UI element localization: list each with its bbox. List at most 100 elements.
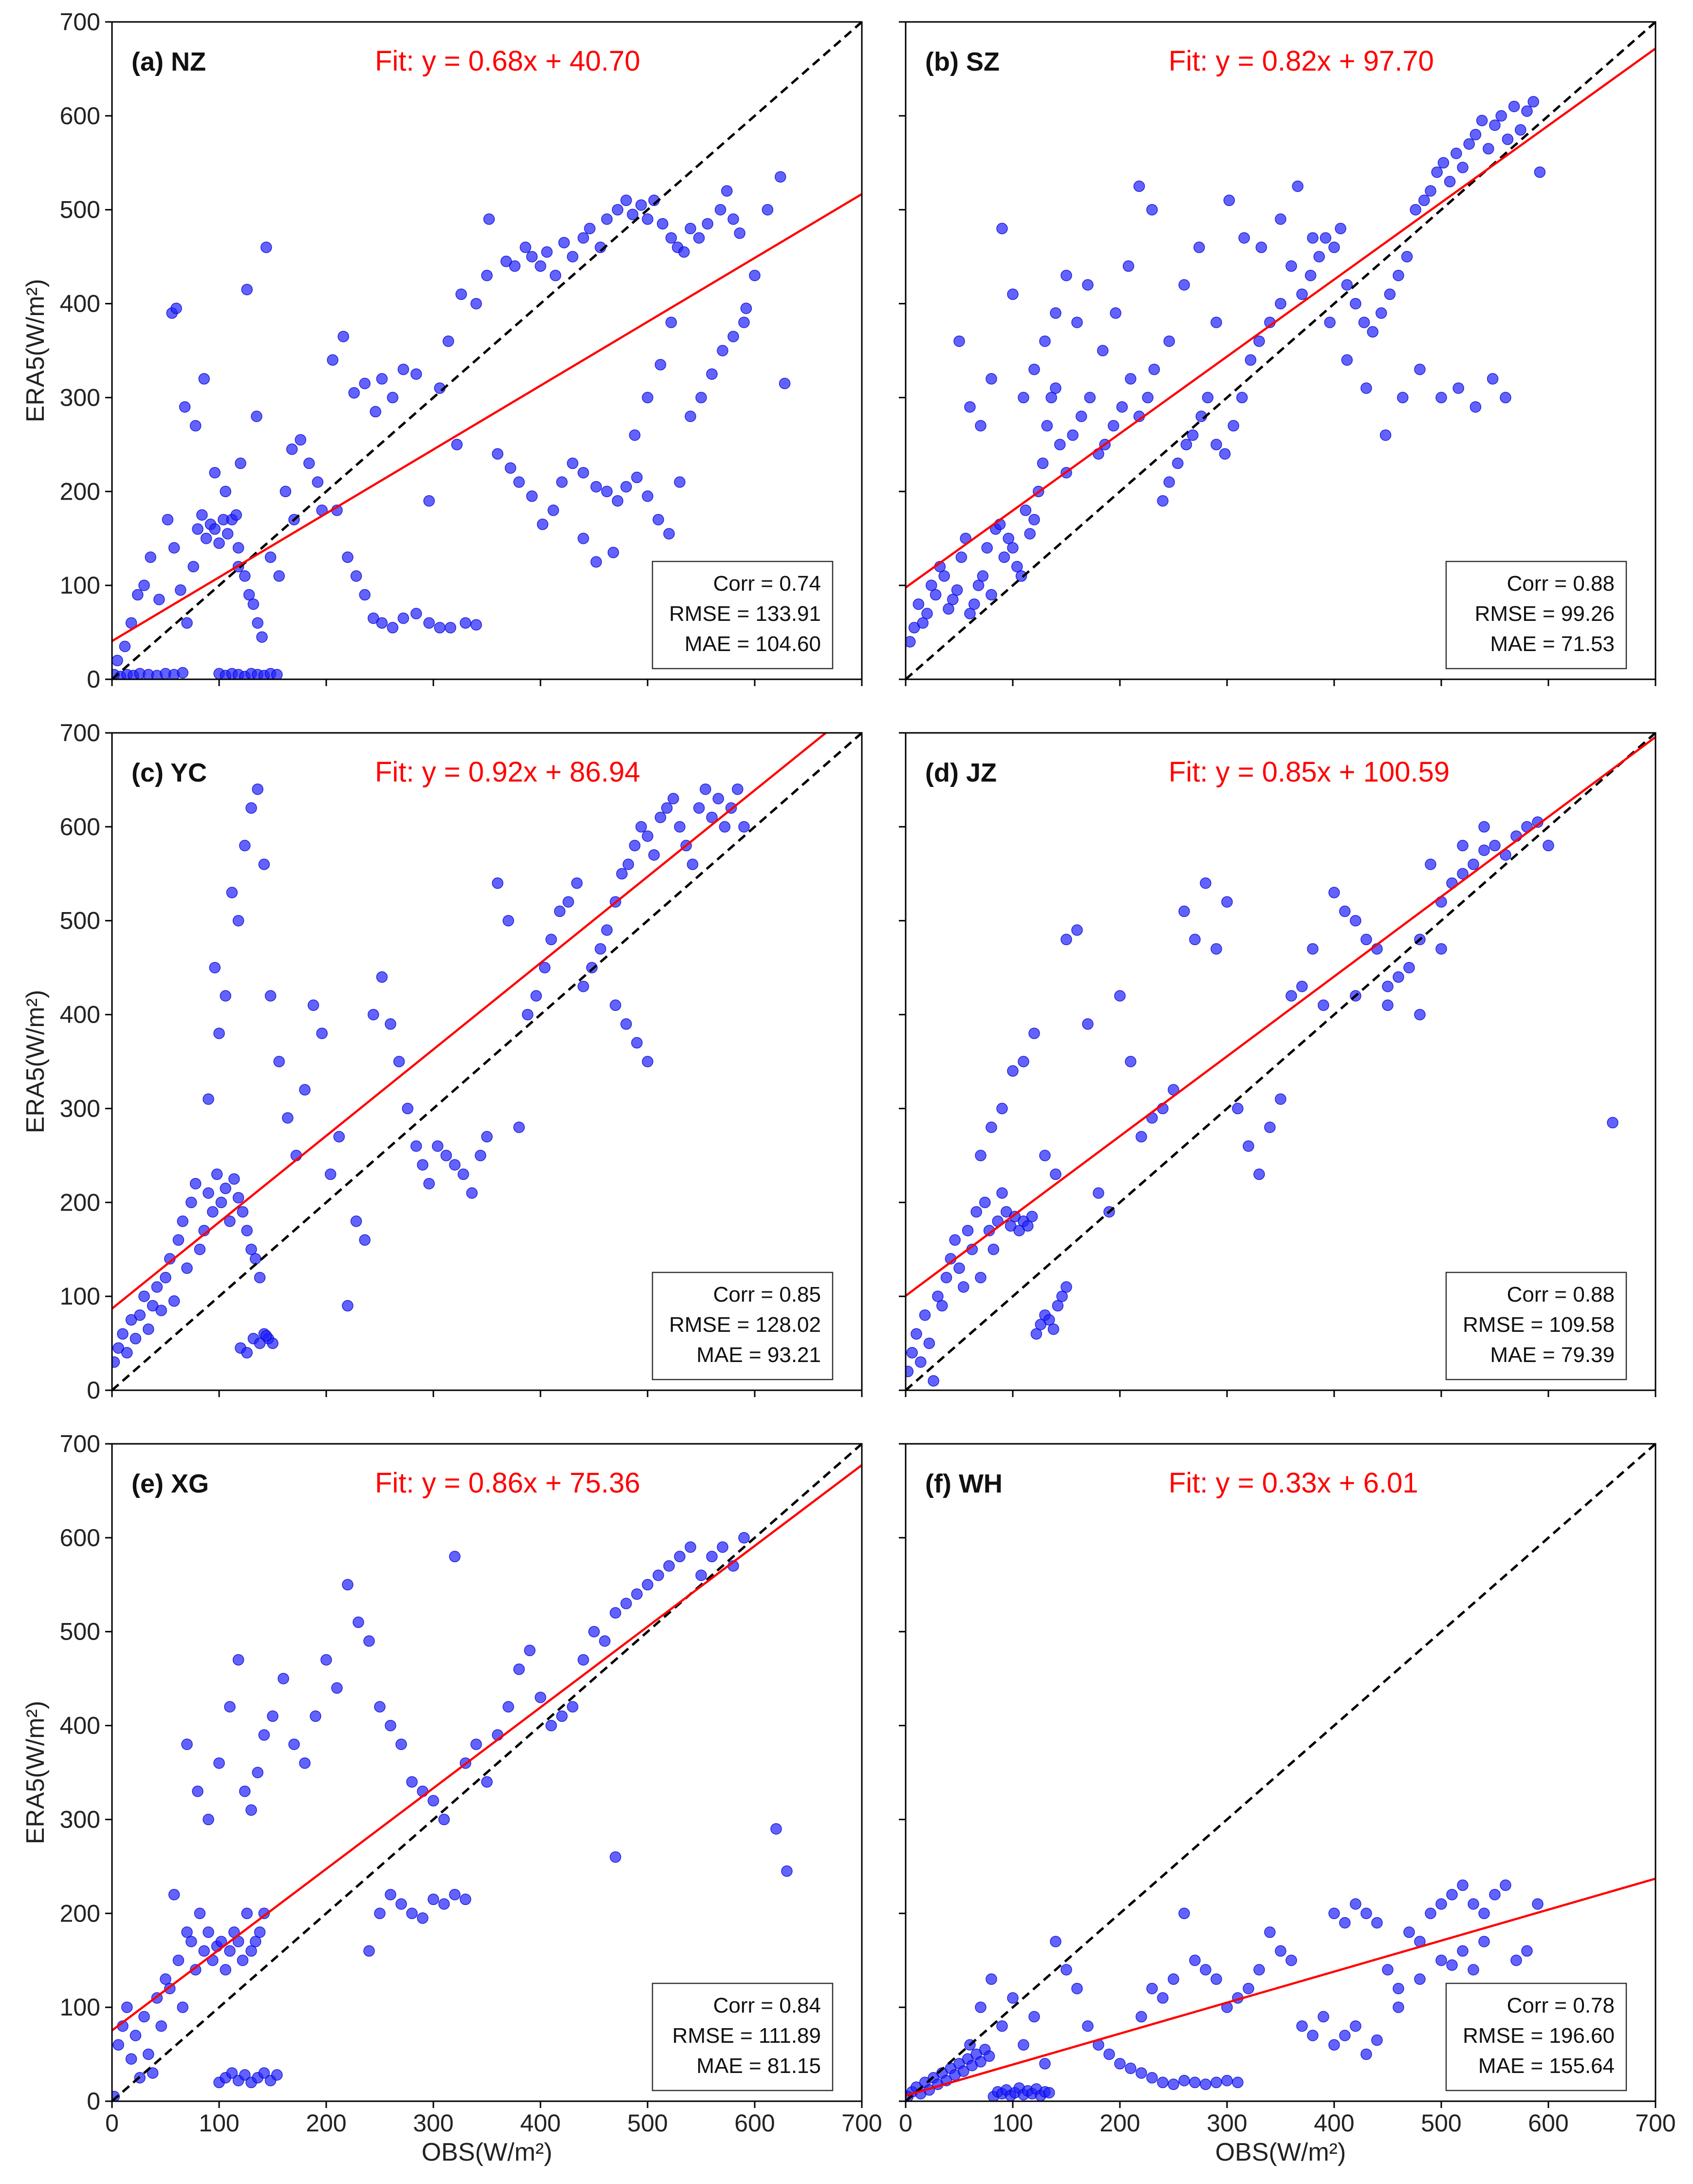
- data-point: [258, 2067, 270, 2079]
- data-point: [770, 1823, 782, 1835]
- data-point: [627, 208, 638, 221]
- data-point: [1232, 1102, 1244, 1115]
- data-point: [1468, 1898, 1479, 1910]
- data-point: [374, 1701, 386, 1713]
- data-point: [273, 1056, 285, 1067]
- data-point: [663, 1560, 675, 1572]
- data-point: [1296, 980, 1308, 992]
- points-group: [906, 96, 1546, 648]
- data-point: [567, 1701, 578, 1713]
- y-tick-label: 200: [60, 478, 100, 505]
- data-point: [530, 990, 542, 1002]
- data-point: [1285, 990, 1297, 1002]
- data-point: [423, 617, 435, 629]
- x-tick-label: 100: [992, 2109, 1033, 2137]
- data-point: [417, 1912, 428, 1924]
- data-point: [213, 537, 225, 549]
- data-point: [241, 1907, 253, 1920]
- data-point: [1093, 1187, 1104, 1199]
- data-point: [674, 476, 686, 488]
- data-point: [1478, 1936, 1490, 1947]
- data-point: [657, 218, 669, 230]
- data-point: [423, 495, 435, 507]
- data-point: [938, 570, 950, 582]
- data-point: [1382, 980, 1394, 992]
- data-point: [1039, 1150, 1051, 1161]
- data-point: [734, 227, 745, 239]
- data-point: [642, 392, 653, 404]
- data-point: [1082, 1018, 1094, 1030]
- data-point: [1071, 1982, 1083, 1995]
- data-point: [986, 589, 997, 601]
- data-point: [130, 1333, 142, 1344]
- data-point: [466, 1187, 478, 1199]
- data-point: [1084, 392, 1096, 404]
- data-point: [264, 551, 277, 563]
- data-point: [1500, 392, 1511, 404]
- data-point: [1172, 457, 1184, 469]
- data-point: [235, 457, 246, 469]
- data-point: [245, 1804, 257, 1816]
- x-axis-label: OBS(W/m²): [422, 2138, 553, 2166]
- data-point: [601, 213, 613, 225]
- data-point: [926, 579, 937, 591]
- data-point: [406, 1776, 418, 1788]
- data-point: [1328, 242, 1340, 253]
- data-point: [1285, 1954, 1297, 1966]
- data-point: [1028, 363, 1040, 375]
- data-point: [962, 1225, 974, 1236]
- data-point: [1500, 1879, 1511, 1891]
- data-point: [228, 1173, 240, 1185]
- data-point: [706, 368, 718, 380]
- y-tick-label: 600: [60, 1524, 100, 1551]
- points-group: [906, 816, 1619, 1387]
- data-point: [252, 783, 263, 795]
- data-point: [1052, 1300, 1064, 1312]
- data-point: [738, 317, 750, 328]
- x-tick-label: 600: [1528, 2109, 1568, 2137]
- data-point: [1238, 232, 1250, 244]
- data-point: [1393, 971, 1404, 983]
- data-point: [981, 542, 993, 554]
- data-point: [1037, 457, 1049, 469]
- data-point: [209, 962, 221, 973]
- data-point: [1452, 382, 1464, 394]
- data-point: [1018, 392, 1029, 404]
- data-point: [138, 579, 150, 591]
- stats-box: [651, 1982, 834, 2091]
- data-point: [151, 1281, 163, 1293]
- y-axis-label: ERA5(W/m²): [21, 279, 50, 423]
- data-point: [428, 1893, 439, 1905]
- data-point: [562, 896, 574, 908]
- points-group: [112, 783, 750, 1368]
- x-tick-label: 600: [734, 2109, 775, 2137]
- data-point: [1457, 868, 1469, 880]
- data-point: [470, 298, 482, 310]
- data-point: [181, 617, 193, 629]
- data-point: [577, 1654, 589, 1666]
- x-tick-label: 200: [306, 2109, 346, 2137]
- data-point: [1043, 1314, 1055, 1326]
- data-point: [1275, 1945, 1286, 1957]
- fit-line: [906, 1877, 1656, 2097]
- data-point: [1403, 1926, 1415, 1938]
- points-group: [112, 1532, 793, 2101]
- data-point: [1133, 180, 1145, 192]
- x-tick-label: 300: [413, 2109, 453, 2137]
- data-point: [588, 1625, 600, 1638]
- data-point: [727, 331, 739, 342]
- data-point: [370, 406, 381, 418]
- data-point: [130, 2030, 142, 2041]
- data-point: [781, 1865, 793, 1877]
- data-point: [258, 1907, 270, 1920]
- data-point: [558, 237, 570, 248]
- data-point: [1050, 1936, 1061, 1947]
- data-point: [687, 859, 699, 870]
- data-point: [612, 495, 624, 507]
- data-point: [299, 1084, 311, 1096]
- data-point: [267, 1337, 279, 1349]
- data-point: [943, 603, 954, 615]
- data-point: [577, 232, 589, 244]
- data-point: [1328, 1907, 1340, 1920]
